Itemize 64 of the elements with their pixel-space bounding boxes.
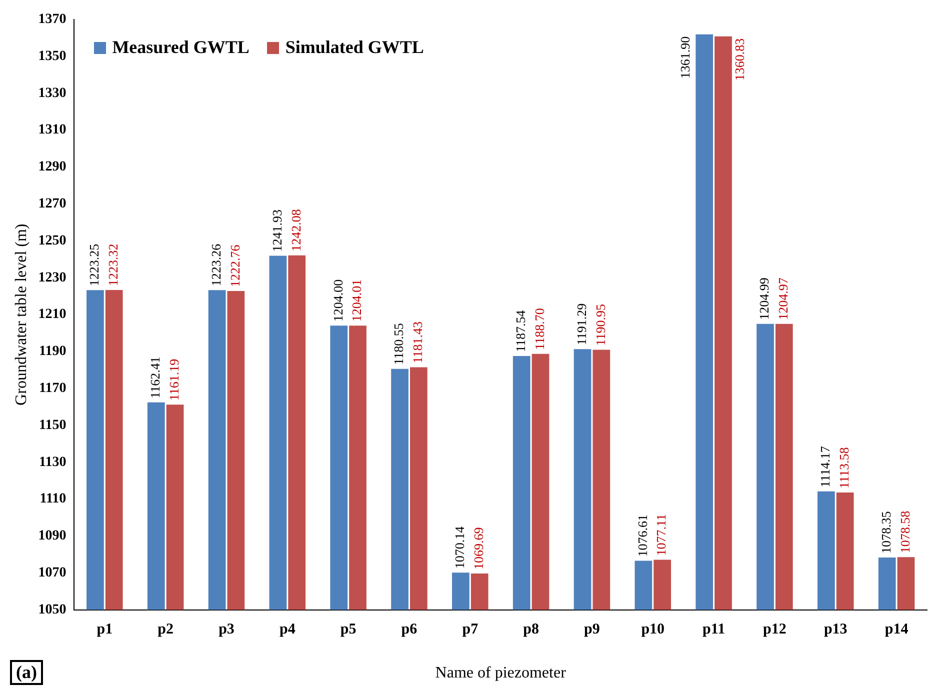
- x-tick-label: p9: [584, 622, 600, 638]
- y-tick-label: 1310: [38, 122, 66, 138]
- x-tick-label: p7: [462, 622, 479, 638]
- x-tick-label: p12: [763, 622, 786, 638]
- x-tick-label: p2: [158, 622, 174, 638]
- data-label: 1180.55: [391, 323, 406, 365]
- y-tick-label: 1350: [38, 48, 66, 64]
- legend-label: Simulated GWTL: [285, 37, 424, 58]
- data-label: 1078.58: [897, 510, 912, 554]
- x-tick-label: p8: [523, 622, 539, 638]
- x-tick-label: p10: [641, 622, 665, 638]
- x-tick-label: p4: [279, 622, 296, 638]
- data-label: 1204.00: [330, 279, 346, 322]
- y-tick-label: 1110: [40, 492, 66, 507]
- data-label: 1223.32: [106, 244, 121, 286]
- y-tick-label: 1370: [38, 12, 66, 28]
- data-label: 1204.01: [349, 279, 364, 322]
- data-label: 1070.14: [452, 526, 468, 569]
- data-label: 1223.26: [208, 243, 224, 286]
- y-tick-label: 1330: [38, 86, 66, 101]
- y-tick-label: 1150: [38, 418, 66, 433]
- y-tick-label: 1270: [38, 196, 66, 212]
- y-tick-label: 1170: [38, 381, 66, 396]
- x-tick-label: p1: [96, 622, 113, 638]
- text: (a): [10, 660, 43, 685]
- data-label: 1204.99: [756, 278, 772, 320]
- y-tick-label: 1290: [38, 160, 66, 175]
- y-tick-label: 1190: [38, 344, 66, 360]
- x-tick-label: p13: [824, 622, 848, 638]
- y-tick-label: 1090: [38, 528, 66, 544]
- data-label: 1069.69: [471, 527, 486, 570]
- data-label: 1114.17: [818, 446, 833, 488]
- y-tick-label: 1250: [38, 233, 66, 248]
- x-axis-title: Name of piezometer: [435, 664, 567, 682]
- data-label: 1187.54: [513, 310, 528, 352]
- data-label: 1241.93: [269, 209, 284, 252]
- data-label: 1076.61: [634, 514, 650, 557]
- data-label: 1242.08: [288, 209, 304, 252]
- data-label: 1204.97: [776, 277, 791, 320]
- y-axis-title: Groundwater table level (m): [12, 224, 30, 406]
- data-label: 1222.76: [227, 244, 242, 288]
- data-label: 1191.29: [574, 303, 589, 346]
- data-label: 1162.41: [148, 356, 163, 398]
- y-tick-label: 1130: [38, 454, 66, 470]
- data-label: 1190.95: [592, 304, 608, 346]
- data-label: 1360.83: [732, 38, 747, 81]
- y-tick-label: 1230: [38, 270, 66, 286]
- x-tick-label: p6: [401, 622, 418, 638]
- data-label: 1078.35: [878, 511, 894, 554]
- data-label: 1077.11: [654, 514, 669, 556]
- x-tick-label: p14: [884, 622, 909, 638]
- x-tick-label: p5: [340, 622, 356, 638]
- data-label: 1361.90: [678, 36, 693, 79]
- data-label: 1113.58: [836, 447, 852, 488]
- data-label: 1223.25: [86, 244, 102, 286]
- data-label: 1188.70: [532, 308, 547, 350]
- y-tick-label: 1050: [38, 602, 66, 618]
- y-tick-label: 1210: [38, 307, 66, 322]
- x-tick-label: p11: [702, 622, 726, 638]
- x-tick-label: p3: [218, 622, 234, 638]
- data-label: 1181.43: [410, 322, 426, 364]
- y-tick-label: 1070: [38, 566, 66, 581]
- data-label: 1161.19: [166, 358, 182, 401]
- legend-label: Measured GWTL: [112, 37, 250, 58]
